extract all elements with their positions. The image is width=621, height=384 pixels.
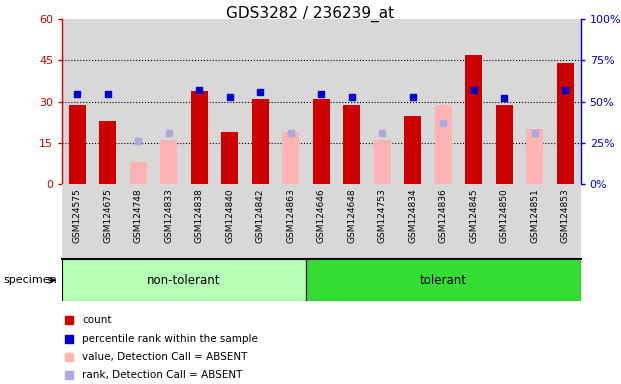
Text: GSM124646: GSM124646 [317,188,326,243]
Text: specimen: specimen [3,275,57,285]
Bar [374,140,391,184]
Text: GSM124842: GSM124842 [256,188,265,243]
Bar [313,99,330,184]
Text: GSM124850: GSM124850 [500,188,509,243]
Bar [404,116,421,184]
Bar [435,104,451,184]
Text: rank, Detection Call = ABSENT: rank, Detection Call = ABSENT [82,370,242,380]
Bar [466,55,483,184]
Bar [496,104,513,184]
Text: GSM124836: GSM124836 [439,188,448,243]
Text: tolerant: tolerant [420,274,467,287]
Bar [130,162,147,184]
Text: GSM124833: GSM124833 [165,188,173,243]
Text: GSM124675: GSM124675 [103,188,112,243]
Text: GSM124863: GSM124863 [286,188,296,243]
Bar [222,132,238,184]
Text: GDS3282 / 236239_at: GDS3282 / 236239_at [227,6,394,22]
Bar [191,91,208,184]
Bar [283,132,299,184]
Text: GSM124845: GSM124845 [469,188,478,243]
Text: count: count [82,315,112,325]
Text: GSM124753: GSM124753 [378,188,387,243]
Bar [160,140,177,184]
Bar [343,104,360,184]
Bar [252,99,269,184]
Text: GSM124851: GSM124851 [530,188,540,243]
Text: GSM124575: GSM124575 [73,188,82,243]
Text: value, Detection Call = ABSENT: value, Detection Call = ABSENT [82,352,247,362]
Bar [306,259,581,301]
Text: percentile rank within the sample: percentile rank within the sample [82,334,258,344]
Bar [99,121,116,184]
Text: non-tolerant: non-tolerant [147,274,221,287]
Bar [527,129,543,184]
Text: GSM124838: GSM124838 [195,188,204,243]
Bar [62,259,306,301]
Text: GSM124840: GSM124840 [225,188,234,243]
Text: GSM124853: GSM124853 [561,188,570,243]
Bar [69,104,86,184]
Text: GSM124834: GSM124834 [409,188,417,243]
Text: GSM124648: GSM124648 [347,188,356,243]
Bar [557,63,574,184]
Text: GSM124748: GSM124748 [134,188,143,243]
